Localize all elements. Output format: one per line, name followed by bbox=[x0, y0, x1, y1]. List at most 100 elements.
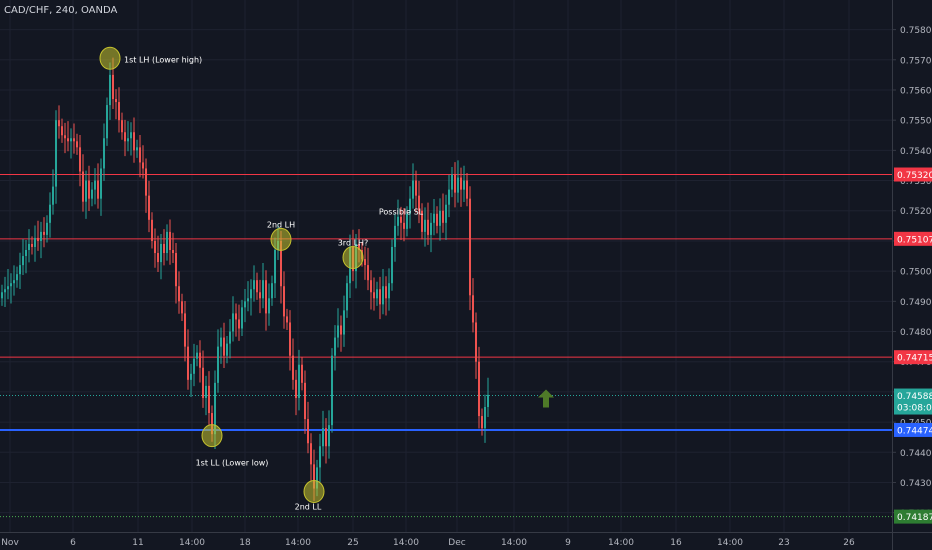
candle-body bbox=[454, 174, 456, 193]
candle-body bbox=[76, 141, 78, 148]
candle-body bbox=[211, 413, 213, 435]
time-tick-label: 6 bbox=[70, 538, 76, 548]
time-tick-label: 18 bbox=[239, 538, 251, 548]
candle-body bbox=[187, 346, 189, 380]
level-price-tag: 0.74715 bbox=[897, 354, 932, 364]
candle-body bbox=[196, 352, 198, 359]
level-price-tag-bg bbox=[894, 509, 932, 524]
candle-body bbox=[295, 379, 297, 398]
candle-body bbox=[421, 210, 423, 232]
time-tick-label: 14:00 bbox=[393, 538, 419, 548]
candle-body bbox=[109, 74, 111, 106]
candle-body bbox=[139, 147, 141, 163]
candle-body bbox=[226, 343, 228, 356]
candle-body bbox=[115, 99, 117, 103]
annotation-marker bbox=[342, 246, 364, 270]
candle-body bbox=[445, 204, 447, 223]
candle-body bbox=[127, 138, 129, 142]
candle-body bbox=[235, 313, 237, 320]
annotation-marker bbox=[99, 46, 121, 70]
candle-body bbox=[61, 126, 63, 136]
candle-body bbox=[448, 189, 450, 205]
candle-body bbox=[46, 222, 48, 235]
candle-body bbox=[307, 419, 309, 444]
candle-body bbox=[73, 138, 75, 142]
candle-body bbox=[190, 373, 192, 380]
candle-body bbox=[100, 168, 102, 199]
candle-body bbox=[238, 319, 240, 329]
candle-body bbox=[244, 301, 246, 308]
candle-body bbox=[82, 171, 84, 202]
candle-body bbox=[49, 204, 51, 223]
candle-body bbox=[13, 280, 15, 284]
candle-body bbox=[412, 180, 414, 199]
candle-body bbox=[31, 243, 33, 247]
candle-body bbox=[466, 180, 468, 199]
candle-body bbox=[337, 325, 339, 338]
candle-body bbox=[262, 280, 264, 299]
candle-body bbox=[313, 464, 315, 489]
candle-body bbox=[145, 168, 147, 196]
annotation-label: Possible SL bbox=[379, 208, 424, 217]
time-tick-label: 14:00 bbox=[717, 538, 743, 548]
candle-body bbox=[181, 301, 183, 314]
candle-body bbox=[223, 337, 225, 356]
candle-body bbox=[475, 322, 477, 362]
candle-body bbox=[22, 256, 24, 266]
candle-body bbox=[316, 467, 318, 489]
candle-body bbox=[406, 213, 408, 229]
candle-body bbox=[460, 177, 462, 190]
bar-countdown: 03:08:03 bbox=[897, 404, 932, 414]
level-price-tag-bg bbox=[894, 350, 932, 365]
annotation-label: 1st LL (Lower low) bbox=[196, 459, 269, 468]
candle-body bbox=[25, 249, 27, 257]
candle-body bbox=[169, 231, 171, 250]
candle-body bbox=[34, 237, 36, 247]
candle-body bbox=[37, 237, 39, 241]
candle-body bbox=[289, 322, 291, 356]
candle-body bbox=[397, 216, 399, 226]
level-price-tag: 0.75320 bbox=[897, 171, 932, 181]
candle-body bbox=[283, 286, 285, 317]
candle-body bbox=[97, 180, 99, 199]
candle-body bbox=[418, 195, 420, 211]
candle-body bbox=[331, 355, 333, 426]
candle-body bbox=[157, 253, 159, 263]
candle-body bbox=[193, 358, 195, 374]
candle-body bbox=[19, 265, 21, 275]
candle-body bbox=[10, 283, 12, 287]
candle-body bbox=[436, 213, 438, 226]
candle-body bbox=[133, 132, 135, 151]
candle-body bbox=[16, 274, 18, 281]
symbol-title: CAD/CHF, 240, OANDA bbox=[4, 5, 118, 16]
candle-body bbox=[247, 298, 249, 302]
candle-body bbox=[163, 243, 165, 254]
candle-body bbox=[43, 231, 45, 235]
candle-body bbox=[301, 364, 303, 383]
candle-body bbox=[319, 446, 321, 468]
price-tick-label: 0.74300 bbox=[900, 479, 932, 489]
candle-body bbox=[118, 102, 120, 121]
candle-body bbox=[52, 186, 54, 205]
candle-body bbox=[232, 313, 234, 332]
candle-body bbox=[304, 382, 306, 420]
candle-body bbox=[121, 120, 123, 133]
annotation-marker bbox=[201, 424, 223, 448]
grid-layer bbox=[0, 0, 892, 532]
candle-body bbox=[217, 346, 219, 383]
candle-body bbox=[400, 216, 402, 223]
level-price-tag: 0.74474 bbox=[897, 426, 932, 436]
candle-body bbox=[241, 307, 243, 329]
candle-body bbox=[166, 231, 168, 254]
candle-body bbox=[28, 243, 30, 250]
candle-body bbox=[136, 147, 138, 151]
time-tick-label: 14:00 bbox=[179, 538, 205, 548]
candle-body bbox=[394, 225, 396, 247]
candle-body bbox=[199, 352, 201, 368]
candle-body bbox=[358, 243, 360, 250]
